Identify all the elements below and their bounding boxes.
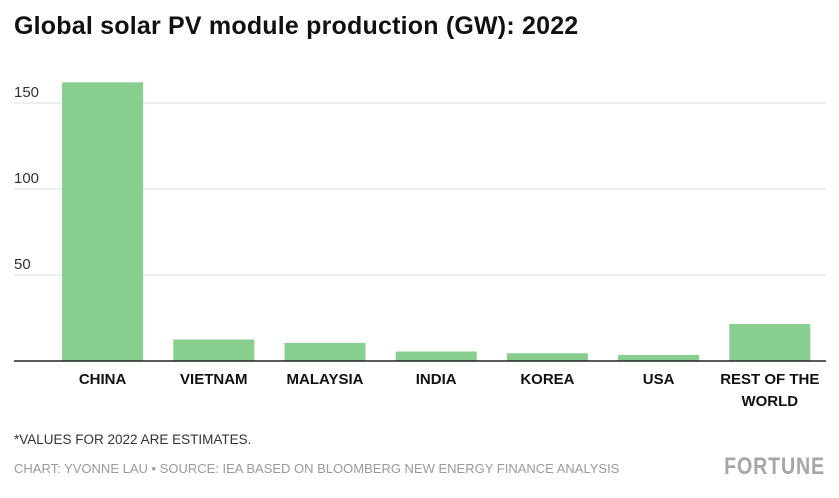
y-tick-label: 50 bbox=[14, 256, 31, 273]
x-tick-label: REST OF THE bbox=[720, 371, 819, 388]
y-tick-labels: 50 100 150 bbox=[14, 84, 39, 273]
footnote: *VALUES FOR 2022 ARE ESTIMATES. bbox=[14, 432, 252, 447]
x-tick-label: WORLD bbox=[741, 393, 798, 410]
bar-malaysia bbox=[284, 342, 366, 361]
bar-rest-of-the-world bbox=[729, 324, 811, 361]
bar-china bbox=[62, 82, 144, 362]
x-tick-label: KOREA bbox=[520, 371, 574, 388]
bar-korea bbox=[506, 353, 588, 361]
x-tick-labels: CHINA VIETNAM MALAYSIA INDIA KOREA USA REST OF… bbox=[79, 371, 820, 410]
x-tick-label: INDIA bbox=[416, 371, 457, 388]
chart-title: Global solar PV module production (GW): … bbox=[14, 12, 579, 40]
x-tick-label: CHINA bbox=[79, 371, 127, 388]
bar-india bbox=[395, 351, 477, 361]
x-tick-label: USA bbox=[643, 371, 675, 388]
fortune-logo: FORTUNE bbox=[724, 453, 825, 480]
y-tick-label: 150 bbox=[14, 84, 39, 101]
x-tick-label: VIETNAM bbox=[180, 371, 248, 388]
bar-chart: 50 100 150 CHINA VIETNAM MALAYSIA INDIA KOREA U… bbox=[14, 82, 826, 410]
gridlines bbox=[14, 102, 826, 276]
y-tick-label: 100 bbox=[14, 170, 39, 187]
bar-usa bbox=[618, 354, 700, 361]
bars bbox=[62, 82, 811, 362]
x-tick-label: MALAYSIA bbox=[287, 371, 364, 388]
bar-vietnam bbox=[173, 339, 255, 361]
source-credit: CHART: YVONNE LAU • SOURCE: IEA BASED ON… bbox=[14, 461, 620, 476]
